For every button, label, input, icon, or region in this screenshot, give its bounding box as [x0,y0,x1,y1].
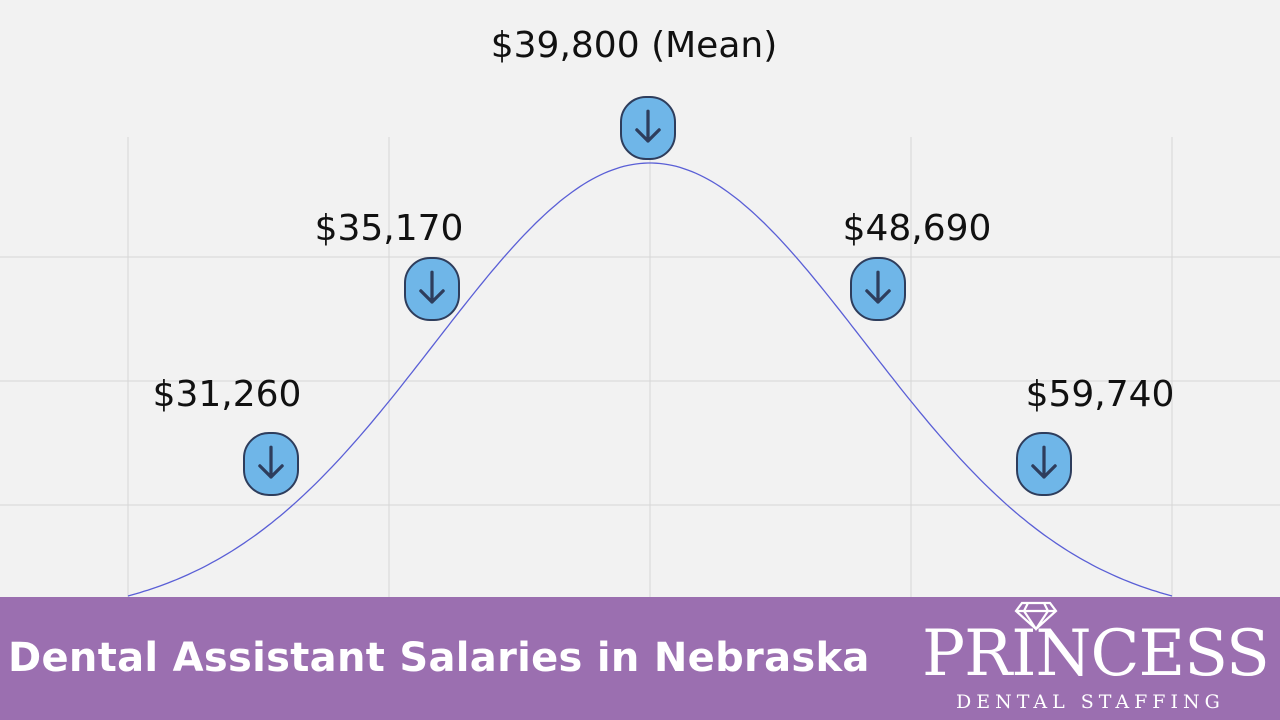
princess-logo: PRINCESS DENTAL STAFFING [922,597,1270,720]
arrow-down-icon [243,432,299,496]
salary-label: $59,740 [1025,374,1175,415]
title-banner: Dental Assistant Salaries in Nebraska PR… [0,597,1280,720]
salary-label: $39,800 (Mean) [490,25,778,66]
arrow-down-icon [404,257,460,321]
distribution-curve [127,162,1173,597]
logo-main: PRINCESS [922,617,1270,691]
arrow-down-icon [1016,432,1072,496]
arrow-down-icon [620,96,676,160]
bell-curve-chart [0,137,1280,600]
arrow-down-icon [850,257,906,321]
logo-sub: DENTAL STAFFING [956,691,1225,713]
salary-label: $48,690 [842,208,992,249]
salary-label: $35,170 [314,208,464,249]
grid [0,137,1280,600]
salary-label: $31,260 [152,374,302,415]
diamond-icon [1014,601,1058,631]
banner-title: Dental Assistant Salaries in Nebraska [8,635,870,681]
